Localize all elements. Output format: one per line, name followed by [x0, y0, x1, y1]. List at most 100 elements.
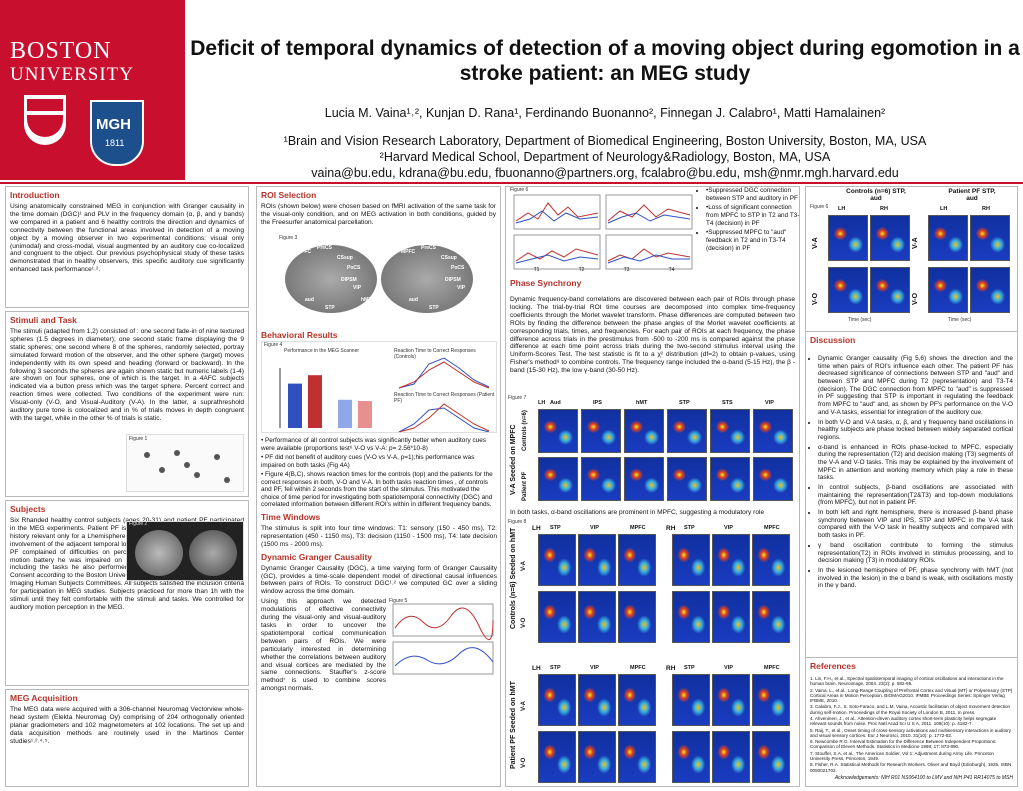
hemisphere: RH: [666, 525, 676, 532]
time-window: T2: [578, 267, 585, 273]
heading: Time Windows: [261, 511, 321, 522]
row-label: V-O: [812, 292, 819, 305]
condition-label: V-O: [521, 617, 527, 628]
bu-logo-line1: BOSTON: [10, 38, 112, 64]
figure-label: Figure 1: [129, 436, 148, 442]
bullet: •Loss of significant connection from MPF…: [706, 204, 799, 227]
row-label: Patient PF Seeded on hMT: [510, 681, 517, 769]
figure-6: Figure 6 T1 T2 T3 T4: [508, 187, 698, 275]
figure-label: Figure 3: [279, 235, 298, 241]
row-label: V-A: [812, 237, 819, 249]
bar: [308, 375, 322, 428]
roi-label: DIPSM: [445, 277, 461, 283]
figure-label: Figure 2: [129, 521, 148, 527]
roi-label: STP: [429, 305, 439, 311]
paragraph: Using this approach we detected modulati…: [261, 598, 386, 693]
figure-8: Figure 8 LH STP VIP MPFC RH STP VIP MPFC V-A V-O L…: [508, 519, 798, 786]
heatmap: [712, 731, 750, 783]
heatmap: [753, 457, 793, 501]
heatmap: [578, 591, 616, 643]
heading: Introduction: [10, 190, 60, 200]
panel-title: Reaction Time to Correct Responses (Pati…: [394, 392, 495, 404]
performance-chart: [279, 368, 372, 428]
column-title: Patient PF STP, aud: [948, 188, 996, 202]
paragraph: Dynamic frequency-band correlations are …: [510, 296, 795, 375]
bullet: •Suppressed DGC connection between STP a…: [706, 187, 799, 202]
reference: 1. Lin, F.H., et al., Spectral spatiotem…: [810, 676, 1004, 687]
roi-label: MPFC: [297, 249, 312, 255]
hemisphere: LH: [532, 665, 541, 672]
heatmap: [624, 457, 664, 501]
roi-label: SIS: [347, 311, 356, 317]
heatmap: [538, 409, 578, 453]
roi-label: hMT+: [465, 297, 477, 303]
third-column: Figure 6 T1 T2 T3 T4 •Suppressed DGC connec…: [505, 186, 800, 787]
heatmap: [581, 409, 621, 453]
heatmap: [667, 457, 707, 501]
heatmap: [578, 534, 616, 586]
title: Deficit of temporal dynamics of detectio…: [190, 37, 1020, 86]
mgh-shield: MGH 1811: [90, 100, 144, 166]
bar: [338, 399, 352, 428]
heatmap: [618, 674, 656, 726]
condition-label: V-A: [521, 560, 527, 571]
bullet: •Suppressed MPFC to "aud" feedback in T2…: [706, 229, 799, 252]
figure-4: Figure 4 Performance in the MEG Scanner …: [261, 341, 497, 433]
authors: Lucia M. Vaina¹˒², Kunjan D. Rana¹, Ferd…: [324, 106, 886, 120]
reference: 5. Raij, T., et al., Onset timing of cro…: [810, 727, 1012, 738]
column-label: IPS: [593, 400, 602, 406]
column-title: Controls (n=6) STP, aud: [846, 188, 906, 202]
column-label: hMT: [636, 400, 648, 406]
paragraph: ROIs (shown below) were chosen based on …: [261, 203, 496, 226]
row-label: V-O: [912, 292, 919, 305]
row-label: Patient PF: [522, 471, 528, 501]
heatmap: [710, 409, 750, 453]
figure-label: Figure 7: [508, 395, 527, 401]
heading: Discussion: [810, 335, 856, 345]
roi-label: hMT+: [361, 297, 375, 303]
heatmap: [712, 591, 750, 643]
roi-label: aud: [409, 297, 418, 303]
column-label: MPFC: [630, 665, 646, 671]
heatmap: [578, 674, 616, 726]
condition-label: V-O: [521, 757, 527, 768]
figure-label: Figure 6: [810, 204, 829, 210]
figure-label: Figure 8: [508, 519, 527, 525]
heading: Subjects: [10, 504, 46, 514]
heatmap: [752, 674, 790, 726]
emails: vaina@bu.edu, kdrana@bu.edu, fbuonanno@p…: [311, 166, 899, 180]
column-label: STS: [722, 400, 733, 406]
heatmap: [752, 591, 790, 643]
column-label: VIP: [724, 525, 733, 531]
heading: Behavioral Results: [261, 330, 338, 340]
heatmap: [624, 409, 664, 453]
bullet: • Performance of all control subjects wa…: [261, 437, 486, 452]
reference: 4. Ahveninen, J., et al., Attention-driv…: [810, 715, 997, 727]
row-label: Controls (n=6) Seeded on hMT: [510, 527, 517, 629]
reference: 7. Stouffer, S.A. et al., The American S…: [810, 750, 994, 761]
bullet: Dynamic Granger causality (Fig 5,6) show…: [818, 355, 1013, 417]
column-label: STP: [679, 400, 690, 406]
column-label: STP: [684, 525, 695, 531]
rt-controls: [398, 357, 490, 389]
column-label: STP: [550, 525, 561, 531]
subjects: Subjects Figure 2 Six Rhanded healthy co…: [5, 500, 249, 686]
stimuli: Stimuli and Task Figure 1 The stimuli (a…: [5, 311, 249, 497]
heatmap: [752, 731, 790, 783]
heatmap: [618, 731, 656, 783]
figure-2: Figure 2: [126, 521, 244, 581]
roi-label: SIS: [451, 311, 460, 317]
figure-5: Figure 5: [389, 598, 497, 678]
figure-label: Figure 4: [264, 342, 283, 348]
column-label: Aud: [550, 400, 561, 406]
heatmap: [753, 409, 793, 453]
heatmap: [752, 534, 790, 586]
heatmap: [712, 534, 750, 586]
column-label: STP: [684, 665, 695, 671]
figure-label: Figure 6: [510, 187, 529, 193]
reference: 6. Newcombe R.G. Interval Estimation for…: [810, 739, 997, 750]
column-label: VIP: [590, 525, 599, 531]
roi-label: CSsup: [441, 255, 457, 261]
heading: ROI Selection: [261, 190, 317, 200]
hemisphere: LH: [532, 525, 541, 532]
